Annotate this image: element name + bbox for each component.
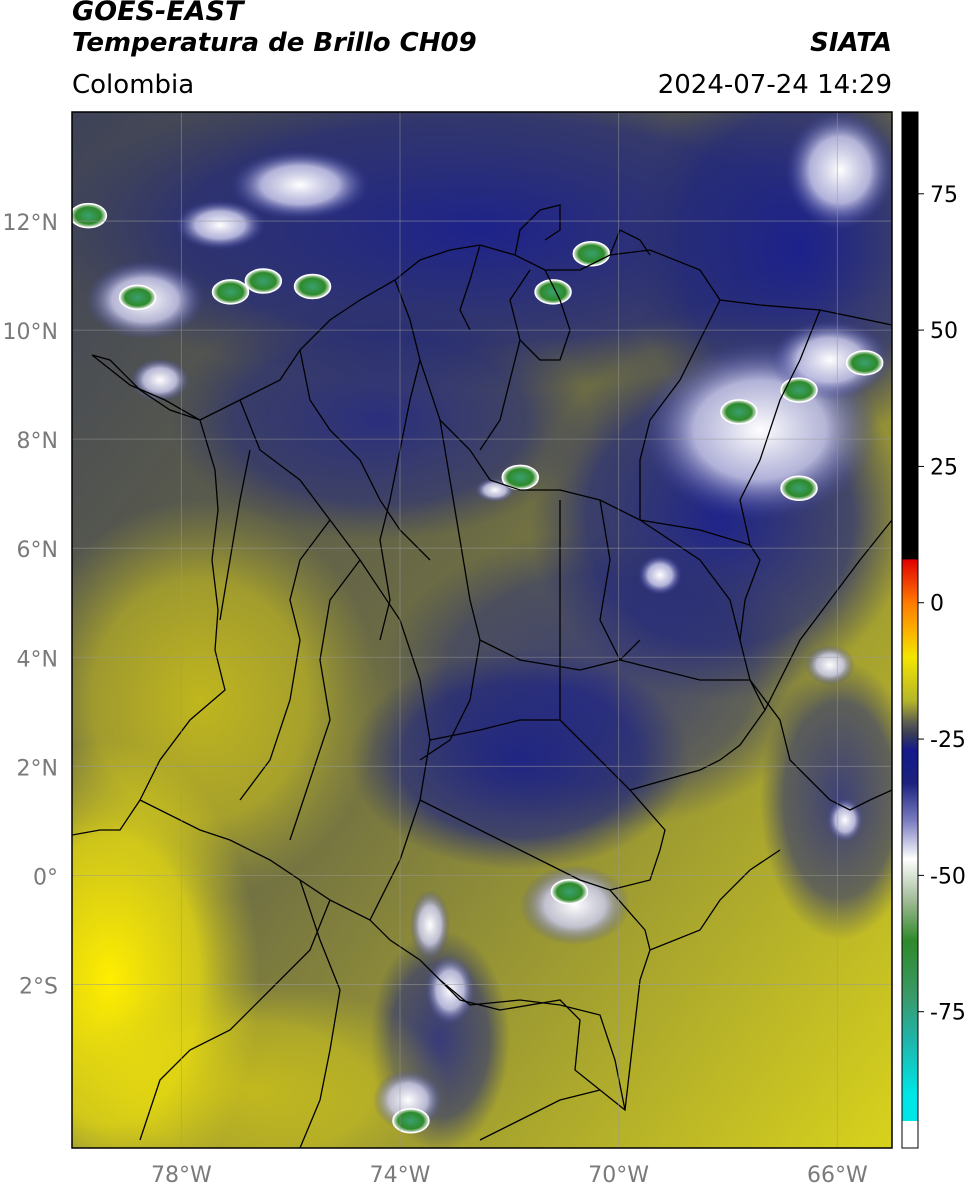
panama-border (91, 354, 201, 421)
pacific-coastline (72, 354, 226, 836)
longitude-tick-labels: 78°W 74°W 70°W 66°W (151, 1163, 868, 1188)
lon-tick-label: 78°W (151, 1163, 212, 1188)
cold-cloud-core (501, 464, 540, 491)
colorbar-tick-label: 50 (930, 319, 958, 344)
cold-cloud-core (293, 273, 332, 300)
cold-cloud-core (572, 241, 611, 267)
lat-tick-label: 6°N (17, 538, 58, 563)
cold-cloud-core (244, 268, 283, 294)
lon-tick-label: 70°W (588, 1163, 649, 1188)
cold-cloud-core (392, 1107, 430, 1134)
datetime-label: 2024-07-24 14:29 (657, 70, 892, 100)
lon-tick-label: 66°W (807, 1163, 868, 1188)
boundaries (72, 204, 892, 1148)
colorbar-tick-label: -75 (930, 1001, 966, 1026)
convective-tops (85, 112, 892, 1130)
cold-cloud-core (534, 279, 572, 305)
cold-cloud-core (211, 279, 250, 305)
cold-cloud-core (780, 377, 818, 403)
graticule (72, 112, 892, 1148)
caribbean-coastline (199, 244, 892, 421)
satellite-title: GOES-EAST (72, 0, 244, 27)
lat-tick-label: 4°N (17, 647, 58, 672)
lat-tick-label: 2°S (19, 974, 58, 999)
colorbar-tick-label: 75 (930, 183, 958, 208)
lat-tick-label: 10°N (3, 320, 58, 345)
cold-cloud-core (780, 475, 818, 501)
cold-cloud-core (720, 399, 758, 425)
satellite-image (72, 112, 892, 1148)
product-title: Temperatura de Brillo CH09 (72, 28, 477, 58)
lat-tick-label: 12°N (3, 211, 58, 236)
lat-tick-label: 2°N (17, 756, 58, 781)
peru-brazil-border (439, 979, 626, 1111)
agency-label: SIATA (810, 28, 892, 58)
colorbar-tick-label: -50 (930, 864, 966, 889)
venezuela-brazil-border (749, 679, 892, 811)
map-frame (71, 111, 893, 1149)
lat-tick-label: 0° (33, 865, 58, 890)
colorbar-tick-label: 0 (930, 592, 944, 617)
colorbar: 75 50 25 0 -25 -50 -75 (901, 111, 966, 1149)
cold-cloud-core (72, 202, 108, 229)
lat-tick-label: 8°N (17, 429, 58, 454)
colorbar-tick-label: -25 (930, 728, 966, 753)
cold-cloud-cores (72, 202, 884, 1134)
colorbar-tick-label: 25 (930, 455, 958, 480)
latitude-tick-labels: 12°N 10°N 8°N 6°N 4°N 2°N 0° 2°S (3, 211, 58, 999)
cold-cloud-core (845, 350, 884, 376)
cold-cloud-core (550, 878, 589, 905)
cold-cloud-core (118, 284, 157, 311)
lon-tick-label: 74°W (370, 1163, 431, 1188)
region-label: Colombia (72, 70, 195, 100)
ecuador-peru-border (139, 899, 331, 1141)
